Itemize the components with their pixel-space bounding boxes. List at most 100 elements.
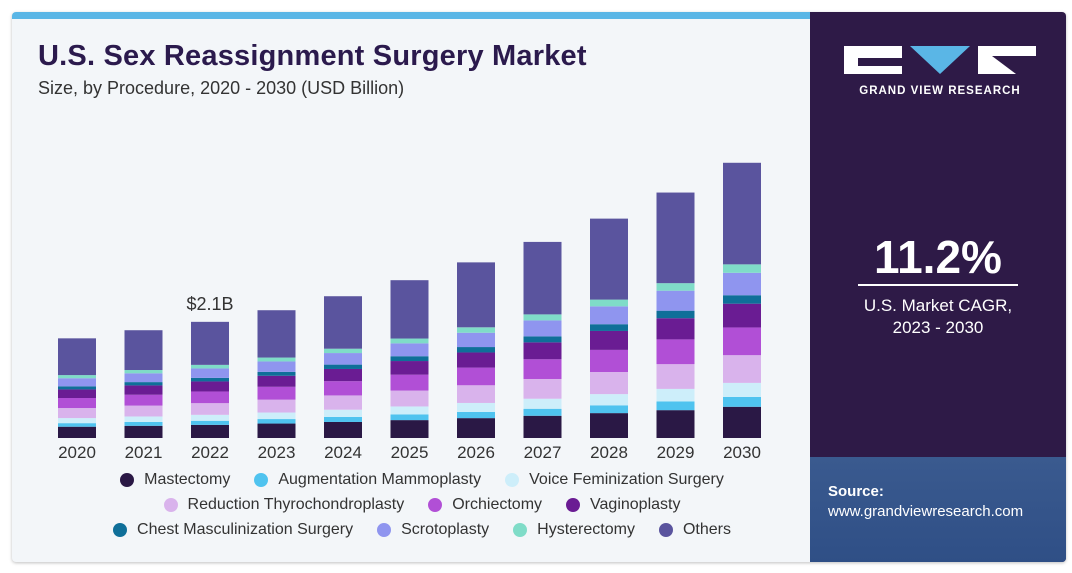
bar-2027-series-8 bbox=[523, 314, 562, 321]
bar-2021-series-3 bbox=[124, 405, 163, 417]
bar-stack-2024 bbox=[324, 296, 362, 438]
x-tick-label: 2023 bbox=[258, 443, 296, 462]
legend-swatch bbox=[113, 522, 128, 537]
bar-2023-series-3 bbox=[257, 399, 296, 413]
sidebar-panel: GRAND VIEW RESEARCH 11.2% U.S. Market CA… bbox=[810, 12, 1066, 562]
legend-swatch bbox=[428, 497, 443, 512]
legend-label: Scrotoplasty bbox=[401, 520, 490, 538]
bar-2024-series-1 bbox=[324, 416, 362, 422]
bar-2022-series-9 bbox=[191, 321, 229, 365]
legend-swatch bbox=[377, 522, 392, 537]
legend-label: Hysterectomy bbox=[537, 520, 635, 538]
legend-swatch bbox=[120, 472, 135, 487]
bar-2030-series-6 bbox=[723, 295, 761, 304]
chart-title: U.S. Sex Reassignment Surgery Market bbox=[38, 40, 587, 72]
data-label-2022: $2.1B bbox=[186, 294, 233, 314]
legend-label: Others bbox=[682, 520, 731, 538]
bar-2029-series-4 bbox=[656, 339, 695, 365]
legend-item: Scrotoplasty bbox=[377, 521, 489, 539]
bar-2030-series-8 bbox=[723, 264, 761, 273]
legend-item: Voice Feminization Surgery bbox=[505, 471, 724, 489]
bar-2029-series-7 bbox=[656, 290, 695, 311]
legend-swatch bbox=[658, 522, 673, 537]
bar-stack-2022 bbox=[191, 321, 229, 438]
bar-2020-series-1 bbox=[58, 423, 96, 427]
bar-2024-series-2 bbox=[324, 409, 362, 417]
legend-label: Voice Feminization Surgery bbox=[529, 470, 724, 488]
bar-2025-series-2 bbox=[390, 406, 429, 415]
bar-2022-series-6 bbox=[191, 377, 229, 382]
bar-2027-series-4 bbox=[523, 359, 562, 379]
x-tick-label: 2030 bbox=[723, 443, 761, 462]
chart-card: U.S. Sex Reassignment Surgery Market Siz… bbox=[12, 12, 1066, 562]
legend-item: Mastectomy bbox=[120, 471, 230, 489]
bar-2028-series-6 bbox=[590, 324, 628, 331]
bar-2027-series-6 bbox=[523, 336, 562, 343]
legend-item: Hysterectomy bbox=[513, 521, 635, 539]
bar-stack-2028 bbox=[590, 218, 628, 438]
legend-row: Mastectomy Augmentation Mammoplasty Voice … bbox=[52, 467, 792, 492]
bar-2029-series-2 bbox=[656, 388, 695, 402]
chart-subtitle: Size, by Procedure, 2020 - 2030 (USD Bil… bbox=[38, 78, 405, 98]
bar-2030-series-7 bbox=[723, 272, 761, 296]
bar-2021-series-7 bbox=[124, 373, 163, 383]
bar-2030-series-1 bbox=[723, 396, 761, 407]
bar-2028-series-9 bbox=[590, 218, 628, 300]
bar-2029-series-8 bbox=[656, 283, 695, 291]
legend-swatch bbox=[566, 497, 581, 512]
chart-legend: Mastectomy Augmentation Mammoplasty Voice … bbox=[52, 467, 792, 542]
bar-stack-2021 bbox=[124, 330, 163, 438]
bar-2026-series-1 bbox=[457, 411, 495, 419]
legend-item: Orchiectomy bbox=[428, 496, 542, 514]
bar-2020-series-7 bbox=[58, 378, 96, 387]
bar-2026-series-8 bbox=[457, 327, 495, 333]
bar-2021-series-4 bbox=[124, 394, 163, 406]
bar-2030-series-0 bbox=[723, 406, 761, 438]
bar-2020-series-6 bbox=[58, 386, 96, 390]
cagr-value: 11.2% bbox=[874, 231, 1002, 283]
bar-stack-2025 bbox=[390, 280, 429, 438]
source-panel: Source: www.grandviewresearch.com bbox=[810, 457, 1066, 562]
bar-2029-series-9 bbox=[656, 192, 695, 284]
bar-2028-series-2 bbox=[590, 394, 628, 406]
bar-2024-series-6 bbox=[324, 364, 362, 369]
bar-2028-series-0 bbox=[590, 413, 628, 438]
bar-2022-series-5 bbox=[191, 381, 229, 392]
bar-2026-series-4 bbox=[457, 367, 495, 386]
bar-2027-series-9 bbox=[523, 241, 562, 315]
cagr-label-line1: U.S. Market CAGR, bbox=[863, 296, 1013, 315]
legend-item: Vaginoplasty bbox=[566, 496, 680, 514]
bar-2022-series-8 bbox=[191, 364, 229, 369]
bar-2021-series-1 bbox=[124, 421, 163, 426]
x-tick-label: 2024 bbox=[324, 443, 362, 462]
legend-label: Orchiectomy bbox=[452, 495, 543, 513]
bar-2028-series-7 bbox=[590, 306, 628, 325]
legend-item: Chest Masculinization Surgery bbox=[113, 521, 353, 539]
bar-2023-series-9 bbox=[257, 310, 296, 358]
bar-2021-series-6 bbox=[124, 382, 163, 386]
bar-2024-series-5 bbox=[324, 368, 362, 382]
bar-2024-series-0 bbox=[324, 421, 362, 438]
cagr-label-line2: 2023 - 2030 bbox=[892, 318, 984, 337]
bar-2030-series-5 bbox=[723, 303, 761, 328]
legend-label: Mastectomy bbox=[144, 470, 231, 488]
bar-stack-2023 bbox=[257, 310, 296, 438]
legend-label: Vaginoplasty bbox=[590, 495, 681, 513]
bar-2023-series-7 bbox=[257, 361, 296, 372]
x-tick-label: 2026 bbox=[457, 443, 495, 462]
bar-2027-series-2 bbox=[523, 398, 562, 409]
bar-2023-series-8 bbox=[257, 357, 296, 362]
x-tick-label: 2028 bbox=[590, 443, 628, 462]
accent-bar bbox=[12, 12, 810, 19]
bar-2021-series-8 bbox=[124, 370, 163, 374]
bar-2026-series-9 bbox=[457, 262, 495, 328]
bar-2021-series-2 bbox=[124, 416, 163, 422]
bar-2023-series-2 bbox=[257, 412, 296, 420]
bar-2023-series-6 bbox=[257, 371, 296, 376]
bar-2023-series-1 bbox=[257, 419, 296, 424]
bar-2023-series-0 bbox=[257, 423, 296, 438]
bar-2027-series-1 bbox=[523, 408, 562, 416]
bar-2025-series-7 bbox=[390, 343, 429, 357]
source-url[interactable]: www.grandviewresearch.com bbox=[828, 503, 1024, 520]
bar-2026-series-3 bbox=[457, 385, 495, 403]
